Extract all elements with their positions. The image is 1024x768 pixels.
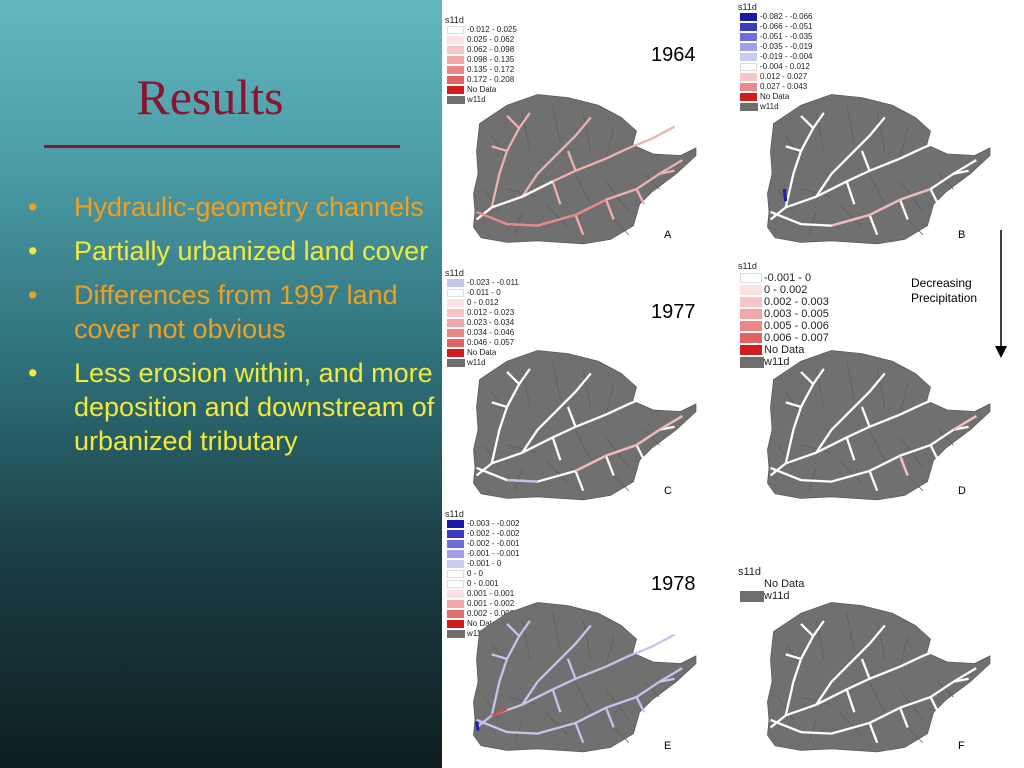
legend-row: 0.023 - 0.034: [445, 318, 519, 328]
legend-row: No Data: [445, 619, 519, 629]
bullet-item: • Hydraulic-geometry channels: [28, 192, 424, 222]
legend-panel-c: s11d -0.023 - -0.011 -0.011 - 0 0 - 0.01…: [445, 268, 519, 368]
legend-row: No Data: [738, 92, 812, 102]
legend-row: 0.046 - 0.057: [445, 338, 519, 348]
legend-row: -0.051 - -0.035: [738, 32, 812, 42]
watershed-map-b: [767, 94, 991, 245]
legend-row: No Data: [738, 344, 829, 356]
legend-row: 0.002 - 0.003: [738, 296, 829, 308]
legend-row: 0.006 - 0.007: [738, 332, 829, 344]
legend-row: 0 - 0.012: [445, 298, 519, 308]
legend-row: 0.012 - 0.027: [738, 72, 812, 82]
watershed-map-a: [473, 94, 697, 245]
legend-panel-b: s11d -0.082 - -0.066 -0.066 - -0.051 -0.…: [738, 2, 812, 112]
legend-row: -0.003 - -0.002: [445, 519, 519, 529]
legend-row: 0.034 - 0.046: [445, 328, 519, 338]
watershed-map-f: [767, 602, 991, 753]
legend-title: s11d: [738, 2, 757, 12]
legend-row: 0.001 - 0.002: [445, 599, 519, 609]
bullet-text: Partially urbanized land cover: [74, 236, 429, 266]
legend-row: 0.003 - 0.005: [738, 308, 829, 320]
legend-row: 0.025 - 0.062: [445, 35, 517, 45]
bullet-text: Less erosion within, and more deposition…: [74, 358, 435, 456]
legend-title: s11d: [738, 566, 762, 578]
legend-row: -0.001 - -0.001: [445, 549, 519, 559]
bullet-text: Hydraulic-geometry channels: [74, 192, 424, 222]
legend-title: s11d: [445, 268, 464, 278]
legend-panel-a: s11d -0.012 - 0.025 0.025 - 0.062 0.062 …: [445, 15, 517, 105]
watershed-map-c: [473, 350, 697, 501]
panel-label-b: B: [958, 229, 966, 241]
legend-row: w11d: [445, 358, 519, 368]
legend-row: 0.172 - 0.208: [445, 75, 517, 85]
legend-row: 0.098 - 0.135: [445, 55, 517, 65]
panel-label-f: F: [958, 740, 965, 752]
year-label-1964: 1964: [651, 44, 696, 66]
legend-panel-d: s11d -0.001 - 0 0 - 0.002 0.002 - 0.003 …: [738, 260, 829, 368]
panel-label-a: A: [664, 229, 672, 241]
legend-row: No Data: [445, 348, 519, 358]
legend-row: w11d: [738, 590, 804, 602]
panel-label-d: D: [958, 485, 966, 497]
watershed-map-e: [473, 602, 697, 753]
legend-row: -0.023 - -0.011: [445, 278, 519, 288]
legend-title: s11d: [445, 15, 464, 25]
legend-row: -0.004 - 0.012: [738, 62, 812, 72]
legend-row: 0.062 - 0.098: [445, 45, 517, 55]
legend-row: -0.035 - -0.019: [738, 42, 812, 52]
legend-row: -0.001 - 0: [445, 559, 519, 569]
legend-row: 0.002 - 0.002: [445, 609, 519, 619]
legend-row: No Data: [445, 85, 517, 95]
bullet-item: • Partially urbanized land cover: [28, 236, 429, 266]
legend-row: 0.135 - 0.172: [445, 65, 517, 75]
year-label-1978: 1978: [651, 573, 696, 595]
legend-row: 0 - 0.002: [738, 284, 829, 296]
legend-row: -0.082 - -0.066: [738, 12, 812, 22]
title-underline: [44, 145, 400, 148]
slide-title: Results: [136, 69, 284, 125]
legend-row: w11d: [738, 356, 829, 368]
bullet-text: Differences from 1997 land cover not obv…: [74, 280, 398, 344]
legend-row: -0.012 - 0.025: [445, 25, 517, 35]
legend-row: 0.005 - 0.006: [738, 320, 829, 332]
bullet-list: • Hydraulic-geometry channels • Partially …: [28, 190, 438, 468]
bullet-item: • Differences from 1997 land cover not ob…: [28, 280, 398, 344]
legend-title: s11d: [738, 261, 757, 271]
legend-row: -0.002 - -0.001: [445, 539, 519, 549]
decreasing-precipitation-note: Decreasing Precipitation: [911, 276, 978, 305]
figure-area: s11d -0.012 - 0.025 0.025 - 0.062 0.062 …: [442, 0, 1024, 768]
legend-row: -0.002 - -0.002: [445, 529, 519, 539]
legend-row: -0.066 - -0.051: [738, 22, 812, 32]
legend-row: w11d: [445, 629, 519, 639]
legend-row: -0.001 - 0: [738, 272, 829, 284]
legend-title: s11d: [445, 509, 464, 519]
legend-row: 0 - 0: [445, 569, 519, 579]
legend-row: No Data: [764, 578, 805, 590]
legend-row: 0.012 - 0.023: [445, 308, 519, 318]
bullet-item: • Less erosion within, and more depositio…: [28, 358, 435, 456]
legend-panel-f: s11d No Data w11d: [738, 566, 804, 602]
legend-panel-e: s11d -0.003 - -0.002 -0.002 - -0.002 -0.…: [445, 509, 519, 639]
legend-row: 0 - 0.001: [445, 579, 519, 589]
watershed-map-d: [767, 350, 991, 501]
legend-row: 0.001 - 0.001: [445, 589, 519, 599]
legend-row: w11d: [738, 102, 812, 112]
left-text-panel: Results • Hydraulic-geometry channels • Pa…: [0, 0, 442, 768]
year-label-1977: 1977: [651, 301, 696, 323]
legend-row: w11d: [445, 95, 517, 105]
legend-row: -0.011 - 0: [445, 288, 519, 298]
legend-row: -0.019 - -0.004: [738, 52, 812, 62]
panel-label-c: C: [664, 485, 672, 497]
panel-label-e: E: [664, 740, 672, 752]
legend-row: 0.027 - 0.043: [738, 82, 812, 92]
down-arrow-icon: [995, 230, 1007, 358]
